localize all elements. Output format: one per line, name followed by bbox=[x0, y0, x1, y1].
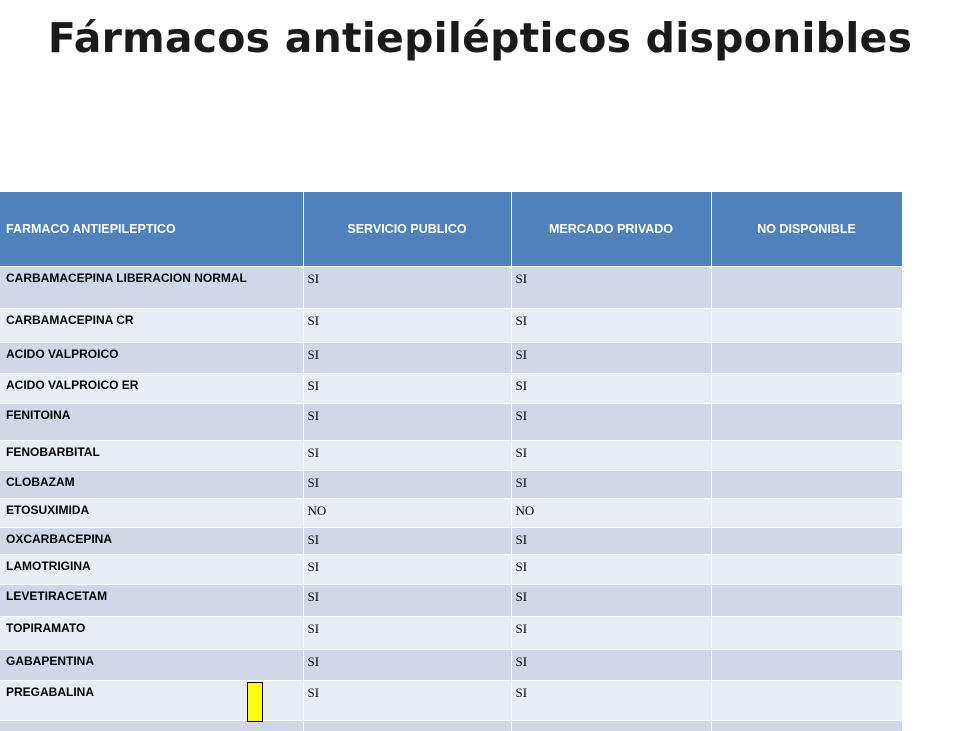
table-row: CLOBAZAM SI SI bbox=[0, 470, 903, 499]
mercado-privado-cell: SI bbox=[511, 403, 712, 441]
table-row: ETOSUXIMIDA NO NO bbox=[0, 498, 903, 528]
table-row: ACIDO VALPROICO ER SI SI bbox=[0, 373, 903, 404]
no-disponible-cell bbox=[711, 720, 903, 731]
drug-name-cell: TOPIRAMATO bbox=[0, 616, 304, 650]
table-row: TOPIRAMATO SI SI bbox=[0, 616, 903, 650]
table-row: PREGABALINA SI SI bbox=[0, 680, 903, 721]
mercado-privado-cell: SI bbox=[511, 584, 712, 617]
no-disponible-cell bbox=[711, 470, 903, 499]
drug-name-cell: CLOBAZAM bbox=[0, 470, 304, 499]
no-disponible-cell bbox=[711, 440, 903, 471]
table-row: GABAPENTINA SI SI bbox=[0, 649, 903, 681]
mercado-privado-cell: SI bbox=[511, 649, 712, 681]
drug-availability-table: FARMACO ANTIEPILEPTICO SERVICIO PUBLICO … bbox=[0, 192, 903, 731]
yellow-marker-shape bbox=[247, 682, 263, 722]
header-servicio-publico: SERVICIO PUBLICO bbox=[303, 192, 512, 267]
drug-name-cell: LEVETIRACETAM bbox=[0, 584, 304, 617]
table-row: LEVETIRACETAM SI SI bbox=[0, 584, 903, 617]
servicio-publico-cell: SI bbox=[303, 680, 512, 721]
table-row: ACIDO VALPROICO SI SI bbox=[0, 342, 903, 374]
servicio-publico-cell: SI bbox=[303, 470, 512, 499]
mercado-privado-cell: SI bbox=[511, 527, 712, 555]
drug-name-cell: GABAPENTINA bbox=[0, 649, 304, 681]
mercado-privado-cell: SI bbox=[511, 616, 712, 650]
drug-name-cell: ACIDO VALPROICO ER bbox=[0, 373, 304, 404]
servicio-publico-cell: SI bbox=[303, 554, 512, 585]
drug-name-cell: LAMOTRIGINA bbox=[0, 554, 304, 585]
servicio-publico-cell: SI bbox=[303, 403, 512, 441]
table-row: CARBAMACEPINA LIBERACION NORMAL SI SI bbox=[0, 266, 903, 309]
servicio-publico-cell: SI bbox=[303, 342, 512, 374]
no-disponible-cell bbox=[711, 649, 903, 681]
mercado-privado-cell: SI bbox=[511, 266, 712, 309]
servicio-publico-cell: SI bbox=[303, 373, 512, 404]
drug-name-cell: CARBAMACEPINA LIBERACION NORMAL bbox=[0, 266, 304, 309]
drug-name-cell: FENOBARBITAL bbox=[0, 440, 304, 471]
drug-name-cell: CARBAMACEPINA CR bbox=[0, 308, 304, 343]
no-disponible-cell bbox=[711, 498, 903, 528]
servicio-publico-cell: SI bbox=[303, 584, 512, 617]
drug-name-cell: OXCARBACEPINA bbox=[0, 527, 304, 555]
mercado-privado-cell: SI bbox=[511, 470, 712, 499]
no-disponible-cell bbox=[711, 616, 903, 650]
table-row: FENOBARBITAL SI SI bbox=[0, 440, 903, 471]
table-header-row: FARMACO ANTIEPILEPTICO SERVICIO PUBLICO … bbox=[0, 192, 903, 267]
drug-name-cell: ETOSUXIMIDA bbox=[0, 498, 304, 528]
no-disponible-cell bbox=[711, 403, 903, 441]
servicio-publico-cell: SI bbox=[303, 266, 512, 309]
page-title: Fármacos antiepilépticos disponibles bbox=[47, 14, 913, 62]
header-farmaco: FARMACO ANTIEPILEPTICO bbox=[0, 192, 304, 267]
no-disponible-cell bbox=[711, 342, 903, 374]
header-mercado-privado: MERCADO PRIVADO bbox=[511, 192, 712, 267]
mercado-privado-cell: SI bbox=[511, 342, 712, 374]
no-disponible-cell bbox=[711, 554, 903, 585]
servicio-publico-cell: SI bbox=[303, 616, 512, 650]
table-row: CARBAMACEPINA CR SI SI bbox=[0, 308, 903, 343]
servicio-publico-cell: NO bbox=[303, 498, 512, 528]
mercado-privado-cell: SI bbox=[511, 440, 712, 471]
table-row: LAMOTRIGINA SI SI bbox=[0, 554, 903, 585]
drug-name-cell: ACIDO VALPROICO bbox=[0, 342, 304, 374]
mercado-privado-cell: SI bbox=[511, 373, 712, 404]
servicio-publico-cell bbox=[303, 720, 512, 731]
mercado-privado-cell: SI bbox=[511, 554, 712, 585]
no-disponible-cell bbox=[711, 527, 903, 555]
mercado-privado-cell bbox=[511, 720, 712, 731]
drug-name-cell: FENITOINA bbox=[0, 403, 304, 441]
header-no-disponible: NO DISPONIBLE bbox=[711, 192, 903, 267]
servicio-publico-cell: SI bbox=[303, 308, 512, 343]
table-row: OXCARBACEPINA SI SI bbox=[0, 527, 903, 555]
no-disponible-cell bbox=[711, 266, 903, 309]
no-disponible-cell bbox=[711, 373, 903, 404]
servicio-publico-cell: SI bbox=[303, 649, 512, 681]
no-disponible-cell bbox=[711, 680, 903, 721]
drug-name-cell bbox=[0, 720, 304, 731]
mercado-privado-cell: SI bbox=[511, 308, 712, 343]
servicio-publico-cell: SI bbox=[303, 527, 512, 555]
no-disponible-cell bbox=[711, 584, 903, 617]
servicio-publico-cell: SI bbox=[303, 440, 512, 471]
mercado-privado-cell: NO bbox=[511, 498, 712, 528]
no-disponible-cell bbox=[711, 308, 903, 343]
mercado-privado-cell: SI bbox=[511, 680, 712, 721]
table-row: FENITOINA SI SI bbox=[0, 403, 903, 441]
table-row bbox=[0, 720, 903, 731]
